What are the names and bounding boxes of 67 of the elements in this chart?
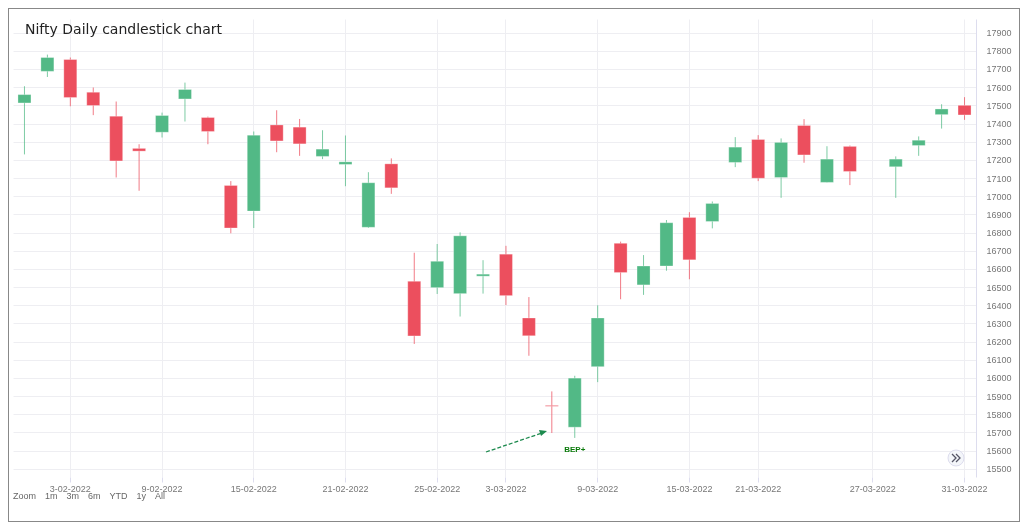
candlestick	[384, 157, 399, 195]
candlestick	[522, 296, 536, 357]
candlestick	[705, 200, 720, 229]
y-tick-label: 15500	[986, 464, 1012, 475]
candlestick	[476, 259, 490, 295]
candlestick	[178, 82, 192, 122]
candlestick	[86, 87, 100, 116]
y-tick-label: 16400	[986, 300, 1012, 311]
y-tick-label: 15800	[986, 409, 1012, 420]
chart-title: Nifty Daily candlestick chart	[25, 21, 223, 37]
y-tick-label: 17000	[986, 191, 1012, 202]
y-tick-label: 16600	[986, 264, 1012, 275]
x-tick-label: 31-03-2022	[941, 483, 988, 494]
y-tick-label: 16000	[986, 373, 1012, 384]
candlestick	[315, 129, 330, 160]
candlestick	[728, 136, 742, 168]
y-tick-label: 17700	[986, 64, 1012, 75]
x-tick-label: 21-03-2022	[735, 483, 782, 494]
y-tick-label: 16100	[986, 355, 1012, 366]
candlestick	[155, 112, 169, 138]
x-tick-label: 9-03-2022	[577, 483, 619, 494]
candlestick	[636, 254, 651, 296]
y-tick-label: 17900	[986, 28, 1012, 39]
annotation: BEP+	[564, 444, 586, 454]
candlestick	[820, 145, 834, 183]
candlestick	[40, 54, 55, 78]
y-tick-label: 16500	[986, 282, 1012, 293]
candlestick	[338, 135, 353, 187]
text: 1m	[45, 491, 58, 501]
y-tick-label: 16900	[986, 209, 1012, 220]
x-tick-label: 15-02-2022	[230, 483, 277, 494]
candlestick	[201, 116, 215, 145]
candlestick	[934, 103, 949, 130]
x-tick-label: 27-03-2022	[849, 483, 896, 494]
y-tick-label: 16800	[986, 228, 1012, 239]
x-tick-label: 3-02-2022	[49, 483, 91, 494]
x-tick-label: 9-02-2022	[141, 483, 183, 494]
y-tick-label: 15900	[986, 391, 1012, 402]
text: 1y	[136, 491, 147, 501]
y-tick-label: 17500	[986, 100, 1012, 111]
x-tick-label: 25-02-2022	[414, 483, 461, 494]
y-tick-label: 17300	[986, 137, 1012, 148]
y-tick-label: 16200	[986, 337, 1012, 348]
candlestick	[292, 118, 307, 157]
y-tick-label: 17100	[986, 173, 1012, 184]
candlestick	[889, 155, 903, 199]
candlestick	[911, 135, 926, 157]
text: YTD	[109, 491, 128, 501]
x-tick-label: 15-03-2022	[666, 483, 713, 494]
candlestick	[269, 109, 284, 153]
y-tick-label: 17200	[986, 155, 1012, 166]
y-tick-label: 15600	[986, 446, 1012, 457]
text: 6m	[88, 491, 101, 501]
y-tick-label: 17400	[986, 119, 1012, 129]
candlestick	[132, 143, 146, 192]
y-tick-label: 17600	[986, 82, 1012, 93]
x-tick-label: 21-02-2022	[322, 483, 369, 494]
y-tick-label: 16700	[986, 246, 1012, 257]
y-tick-label: 17800	[986, 46, 1012, 57]
text: 3m	[66, 491, 80, 501]
candlestick	[17, 85, 32, 155]
candlestick	[957, 96, 972, 121]
y-tick-label: 16300	[986, 318, 1012, 329]
text: Zoom	[13, 491, 37, 501]
y-tick-label: 15700	[986, 427, 1012, 438]
x-tick-label: 3-03-2022	[485, 483, 527, 494]
text: All	[155, 491, 166, 501]
